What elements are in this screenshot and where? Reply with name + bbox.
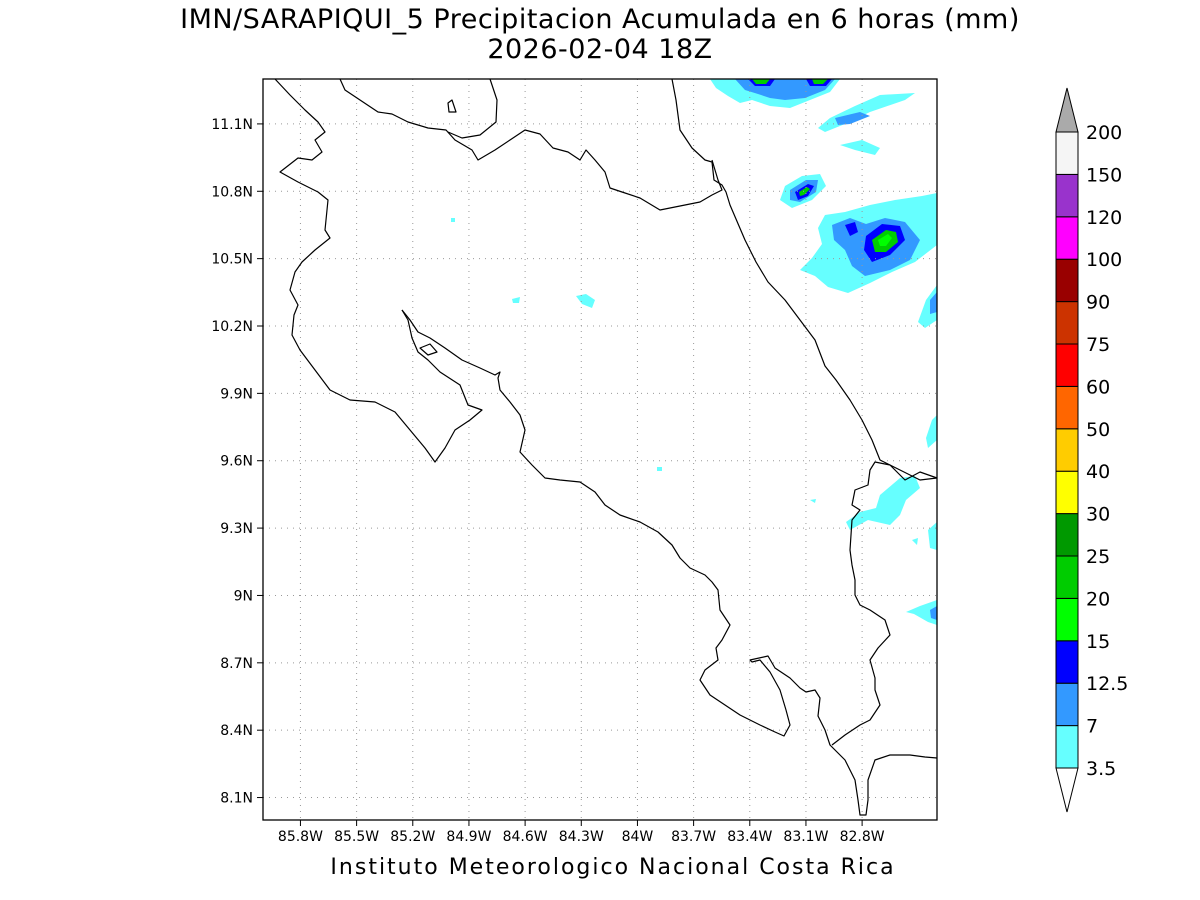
legend-swatch-3 xyxy=(1055,597,1079,642)
legend-swatch-10 xyxy=(1055,301,1079,345)
legend-label: 50 xyxy=(1086,419,1110,441)
legend-label: 60 xyxy=(1086,376,1110,398)
legend-swatch-13 xyxy=(1055,173,1079,218)
legend-label: 120 xyxy=(1086,207,1122,229)
precip-area-east-edge xyxy=(918,285,937,328)
legend-label: 200 xyxy=(1086,122,1122,144)
island-lake xyxy=(447,99,457,113)
color-legend: 3.5 7 12.5 15 20 25 30 40 50 60 75 90 100 120 150 200 xyxy=(1055,87,1128,813)
legend-swatch-4 xyxy=(1055,555,1079,599)
legend-swatch-2 xyxy=(1055,640,1079,684)
lon-tick-label: 85.2W xyxy=(390,829,435,845)
legend-label: 40 xyxy=(1086,461,1110,483)
lon-tick-label: 83.4W xyxy=(727,829,772,845)
coastlines xyxy=(274,78,938,816)
map-title: IMN/SARAPIQUI_5 Precipitacion Acumulada … xyxy=(180,4,1020,35)
legend-swatch-6 xyxy=(1055,470,1079,515)
map-grid xyxy=(263,79,937,820)
lon-tick-label: 84.3W xyxy=(559,829,604,845)
precip-area-north-12 xyxy=(748,79,832,86)
lon-tick-label: 82.8W xyxy=(840,829,885,845)
footer-credit: Instituto Meteorologico Nacional Costa R… xyxy=(330,855,896,880)
legend-swatch-1 xyxy=(1055,682,1079,727)
precip-area-se4 xyxy=(906,600,937,625)
lat-tick-label: 10.8N xyxy=(211,184,253,200)
lon-tick-label: 85.8W xyxy=(278,829,323,845)
legend-swatch-11 xyxy=(1055,258,1079,303)
legend-label: 75 xyxy=(1086,334,1110,356)
legend-label: 12.5 xyxy=(1086,673,1128,695)
coastline-pacific-west xyxy=(274,78,483,463)
legend-label: 100 xyxy=(1086,249,1122,271)
precipitation-areas xyxy=(451,79,937,625)
precip-area-se4-7 xyxy=(930,606,937,620)
legend-label: 90 xyxy=(1086,292,1110,314)
precip-area-se3 xyxy=(928,522,937,550)
precip-area-east-edge-7 xyxy=(930,292,937,314)
lat-tick-label: 8.4N xyxy=(220,723,253,739)
coastline-caribbean-north xyxy=(671,78,938,481)
legend-swatch-8 xyxy=(1055,385,1079,430)
legend-above-triangle xyxy=(1055,87,1079,133)
precip-area-se1 xyxy=(846,476,920,530)
legend-swatch-12 xyxy=(1055,216,1079,260)
legend-swatch-9 xyxy=(1055,343,1079,387)
precip-area-cell-108-15 xyxy=(799,187,810,196)
coastline-nicoya-gulf xyxy=(401,309,938,816)
precip-area-cell-105-20 xyxy=(878,234,892,246)
precip-area-ne1 xyxy=(818,93,915,132)
lat-tick-label: 9.3N xyxy=(220,521,253,537)
precip-speck-4 xyxy=(657,467,662,471)
map-datetime: 2026-02-04 18Z xyxy=(487,34,713,65)
legend-label: 30 xyxy=(1086,504,1110,526)
legend-label: 25 xyxy=(1086,546,1110,568)
precip-speck-2 xyxy=(512,297,520,303)
precip-area-se2 xyxy=(926,415,937,448)
lat-tick-label: 9N xyxy=(234,588,253,604)
map-frame xyxy=(262,78,938,821)
lon-tick-label: 84.6W xyxy=(503,829,548,845)
legend-label: 3.5 xyxy=(1086,758,1116,780)
lat-tick-label: 8.1N xyxy=(220,791,253,807)
legend-below-triangle xyxy=(1055,767,1079,813)
lon-tick-label: 85.5W xyxy=(334,829,379,845)
lat-tick-label: 10.2N xyxy=(211,319,253,335)
legend-swatch-0 xyxy=(1055,725,1079,769)
lat-tick-label: 10.5N xyxy=(211,252,253,268)
lat-tick-label: 8.7N xyxy=(220,656,253,672)
lon-tick-label: 83.7W xyxy=(671,829,716,845)
precip-area-ne2 xyxy=(840,140,880,155)
coastline-nicaragua-lake xyxy=(339,78,723,211)
lon-tick-label: 84W xyxy=(622,829,654,845)
precip-speck-1 xyxy=(576,294,595,308)
precip-area-ne1b xyxy=(835,112,870,125)
legend-label: 20 xyxy=(1086,588,1110,610)
legend-label: 7 xyxy=(1086,716,1098,738)
lat-tick-label: 9.9N xyxy=(220,386,253,402)
island-chira xyxy=(419,343,438,356)
axis-labels: 85.8W 85.5W 85.2W 84.9W 84.6W 84.3W 84W 83.7W 83… xyxy=(211,117,884,845)
lat-tick-label: 11.1N xyxy=(211,117,253,133)
lon-tick-label: 84.9W xyxy=(446,829,491,845)
legend-label: 15 xyxy=(1086,631,1110,653)
legend-swatch-7 xyxy=(1055,428,1079,472)
coastline-nicaragua-north xyxy=(447,78,498,139)
coastline-osa-peninsula xyxy=(831,461,938,746)
lat-tick-label: 9.6N xyxy=(220,454,253,470)
lon-tick-label: 83.1W xyxy=(783,829,828,845)
legend-swatch-5 xyxy=(1055,513,1079,557)
legend-label: 150 xyxy=(1086,164,1122,186)
precip-speck-3 xyxy=(451,218,455,222)
legend-swatch-14 xyxy=(1055,131,1079,175)
